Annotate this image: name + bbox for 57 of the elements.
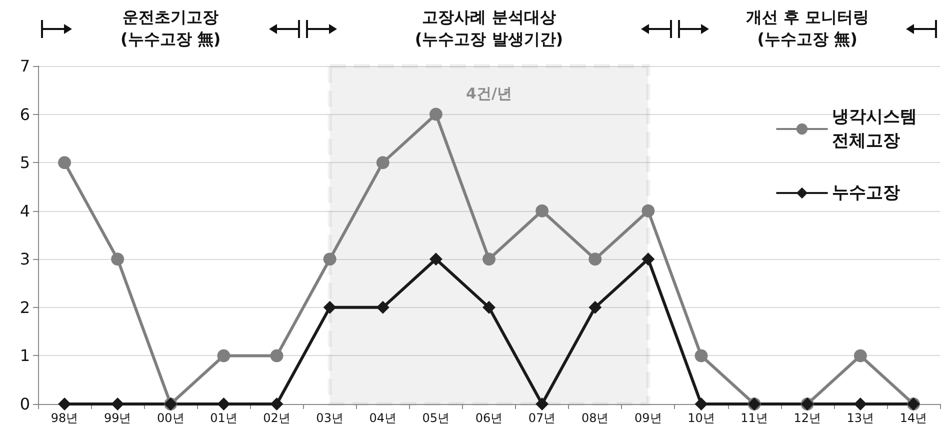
point	[270, 398, 284, 410]
point	[429, 252, 442, 266]
point	[642, 204, 655, 218]
x-tick-label: 98년	[50, 411, 78, 425]
point	[376, 156, 390, 170]
point	[694, 349, 708, 362]
y-tick-label: 5	[20, 153, 30, 172]
point	[588, 300, 602, 314]
x-tick-label: 03년	[316, 411, 344, 425]
point	[376, 300, 390, 314]
x-tick-label: 09년	[634, 411, 662, 425]
point	[854, 398, 867, 410]
x-tick-label: 11년	[740, 411, 768, 425]
point	[536, 398, 549, 410]
x-tick-label: 00년	[157, 411, 184, 425]
x-tick-label: 01년	[210, 411, 238, 425]
legend-label: 누수고장	[832, 183, 900, 203]
x-tick-label: 02년	[263, 411, 290, 425]
point	[58, 156, 72, 170]
x-tick-label: 14년	[900, 411, 928, 425]
x-tick-label: 12년	[794, 411, 821, 425]
point	[642, 252, 655, 266]
point	[323, 252, 336, 266]
text: 운전초기고장 (누수고장 無)	[120, 8, 221, 48]
x-tick-label: 06년	[475, 411, 503, 425]
point	[58, 398, 72, 410]
band-label: 4건/년	[466, 84, 512, 102]
point	[694, 398, 708, 410]
x-tick-label: 08년	[581, 411, 609, 425]
point	[111, 252, 124, 266]
y-tick-label: 0	[20, 394, 30, 414]
point	[854, 349, 867, 362]
x-tick-label: 10년	[688, 411, 715, 425]
y-tick-label: 1	[20, 346, 30, 366]
legend-label: 냉각시스템 전체고장	[832, 107, 917, 151]
x-tick-label: 07년	[528, 411, 556, 425]
text: 고장사례 분석대상 (누수고장 발생기간)	[414, 8, 564, 48]
text: 개선 후 모니터링 (누수고장 無)	[746, 8, 869, 48]
point	[217, 349, 230, 362]
x-tick-label: 13년	[846, 411, 874, 425]
y-tick-label: 7	[20, 56, 30, 76]
point	[270, 349, 284, 362]
point	[588, 252, 602, 266]
point	[217, 398, 230, 410]
point	[482, 300, 496, 314]
y-tick-label: 6	[20, 104, 30, 124]
point	[111, 398, 124, 410]
y-tick-label: 2	[20, 298, 30, 317]
y-tick-label: 3	[20, 250, 30, 269]
x-tick-label: 05년	[422, 411, 450, 425]
y-tick-label: 4	[20, 201, 30, 220]
x-tick-label: 04년	[369, 411, 397, 425]
point	[429, 108, 442, 121]
x-tick-label: 99년	[104, 411, 132, 425]
point	[482, 252, 496, 266]
point	[323, 300, 336, 314]
point	[536, 204, 549, 218]
